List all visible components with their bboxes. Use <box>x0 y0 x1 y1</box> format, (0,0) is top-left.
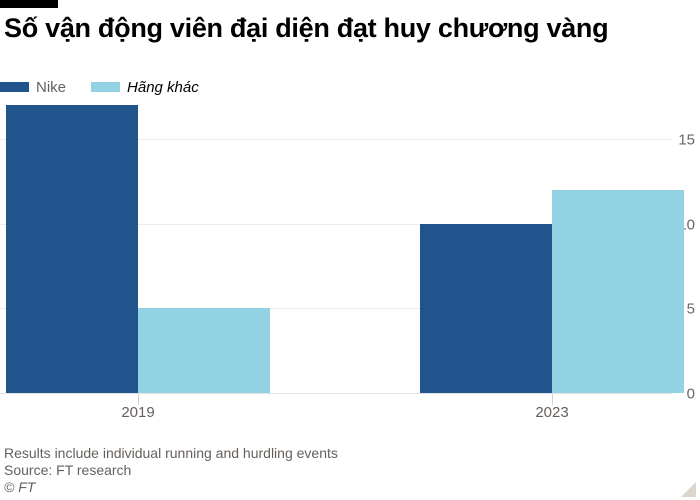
y-axis-label-15: 15 <box>678 131 695 149</box>
legend-label: Nike <box>36 78 67 96</box>
ft-top-bar <box>0 0 58 8</box>
chart-legend: Nike Hãng khác <box>0 79 224 96</box>
y-axis-label-5: 5 <box>686 300 695 318</box>
y-axis-label-0: 0 <box>686 385 695 403</box>
bar-nike-2023 <box>420 224 552 393</box>
x-axis-label-2023: 2023 <box>535 404 569 421</box>
gridline-10 <box>0 224 672 225</box>
chart-title: Số vận động viên đại diện đạt huy chương… <box>4 13 609 43</box>
gridline-15 <box>0 139 672 140</box>
x-axis-tick-2023 <box>552 394 553 405</box>
gridline-5 <box>0 308 672 309</box>
resize-corner-icon <box>681 482 696 497</box>
footnote: Results include individual running and h… <box>4 445 338 461</box>
x-axis-tick-2019 <box>138 394 139 405</box>
copyright: © FT <box>4 479 36 495</box>
plot-area: 0 5 10 15 2019 2023 <box>0 96 700 426</box>
bar-hang-khac-2023 <box>552 190 684 393</box>
bar-nike-2019 <box>6 105 138 393</box>
gridline-0 <box>0 393 672 394</box>
legend-swatch-nike <box>0 82 29 92</box>
bar-hang-khac-2019 <box>138 308 270 393</box>
source-line: Source: FT research <box>4 462 132 478</box>
legend-item-hang-khac: Hãng khác <box>91 79 199 96</box>
legend-swatch-hang-khac <box>91 82 121 92</box>
x-axis-label-2019: 2019 <box>121 404 155 421</box>
legend-item-nike: Nike <box>0 79 66 96</box>
legend-label: Hãng khác <box>127 78 199 96</box>
chart-footer: Results include individual running and h… <box>4 445 338 496</box>
